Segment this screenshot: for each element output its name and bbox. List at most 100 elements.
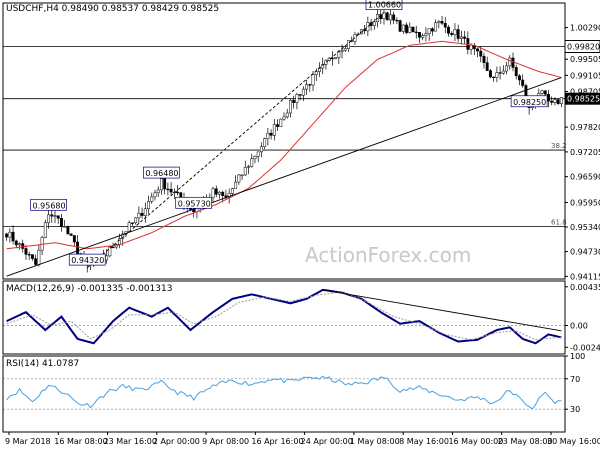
macd-tick-label: 0.00 bbox=[570, 322, 588, 331]
candle-body bbox=[553, 99, 557, 103]
candle-body bbox=[492, 76, 496, 79]
candle-body bbox=[305, 84, 309, 90]
price-tick-label: 0.98705 bbox=[570, 87, 600, 96]
candle-body bbox=[401, 24, 405, 32]
candle-body bbox=[347, 40, 350, 49]
sma-line bbox=[6, 40, 562, 250]
candle-body bbox=[495, 72, 499, 78]
candle-body bbox=[543, 90, 547, 95]
candle-body bbox=[176, 191, 180, 194]
x-tick-label: 9 Mar 2018 bbox=[5, 437, 51, 446]
price-tick-label: 0.96590 bbox=[570, 173, 600, 182]
rsi-line bbox=[6, 375, 562, 410]
candle-body bbox=[488, 70, 492, 78]
macd-tick-label: -0.002448 bbox=[570, 343, 600, 352]
candle-body bbox=[421, 35, 425, 38]
price-annotation-box bbox=[510, 95, 548, 108]
candle-body bbox=[366, 22, 370, 32]
candle-body bbox=[59, 218, 63, 227]
price-annotation-box bbox=[175, 196, 213, 209]
candle-body bbox=[24, 248, 28, 255]
candle-body bbox=[398, 20, 402, 32]
candle-body bbox=[443, 23, 447, 28]
price-tick-label: 0.99505 bbox=[570, 55, 600, 64]
candle-body bbox=[498, 72, 502, 74]
price-annotation-box bbox=[30, 198, 67, 211]
candle-body bbox=[243, 166, 247, 176]
x-tick-label: 23 Mar 16:00 bbox=[104, 437, 157, 446]
fib-label: 38.2 bbox=[551, 142, 567, 150]
candle-body bbox=[285, 112, 289, 118]
rsi-frame bbox=[2, 355, 566, 433]
x-tick-label: 16 May 00:00 bbox=[448, 437, 503, 446]
candle-body bbox=[427, 28, 431, 35]
candle-body bbox=[418, 32, 421, 38]
candle-body bbox=[250, 158, 254, 167]
rsi-tick-label: 30 bbox=[570, 405, 580, 414]
price-tick-label: 0.94730 bbox=[570, 248, 600, 257]
x-tick-label: 8 May 16:00 bbox=[399, 437, 449, 446]
macd-trendline bbox=[322, 289, 562, 332]
candle-body bbox=[11, 231, 15, 242]
x-tick-label: 16 Mar 08:00 bbox=[54, 437, 107, 446]
candle-body bbox=[324, 60, 328, 65]
candle-body bbox=[163, 178, 167, 190]
price-frame bbox=[2, 2, 566, 280]
fib-label: 61.8 bbox=[551, 219, 567, 227]
candle-body bbox=[301, 88, 305, 96]
price-header: USDCHF,H4 0.98490 0.98537 0.98429 0.9852… bbox=[6, 4, 219, 14]
candle-body bbox=[430, 28, 434, 32]
price-annotation-label: 0.98250 bbox=[513, 98, 546, 107]
candle-body bbox=[247, 166, 250, 168]
price-tick-label: 0.94115 bbox=[570, 272, 600, 281]
candle-body bbox=[153, 192, 157, 198]
candle-body bbox=[121, 233, 125, 239]
candle-body bbox=[282, 116, 286, 120]
candle-body bbox=[508, 57, 512, 67]
candle-body bbox=[298, 94, 302, 96]
candle-body bbox=[263, 138, 267, 147]
candle-body bbox=[147, 201, 150, 210]
candle-body bbox=[159, 178, 163, 191]
candle-body bbox=[43, 222, 47, 238]
candle-body bbox=[14, 240, 18, 246]
candle-body bbox=[47, 214, 50, 224]
candle-body bbox=[405, 24, 409, 33]
candle-body bbox=[66, 226, 70, 235]
x-tick-label: 24 Apr 00:00 bbox=[301, 437, 353, 446]
candle-body bbox=[485, 62, 489, 71]
candle-body bbox=[221, 191, 225, 196]
price-annotation-label: 1.00660 bbox=[368, 1, 401, 10]
candle-body bbox=[521, 79, 525, 86]
x-tick-label: 1 May 08:00 bbox=[350, 437, 400, 446]
candle-body bbox=[343, 48, 347, 51]
candle-body bbox=[395, 19, 399, 22]
candle-body bbox=[150, 196, 154, 202]
candle-body bbox=[111, 246, 115, 249]
macd-frame bbox=[2, 280, 566, 355]
candle-body bbox=[156, 189, 160, 194]
macd-header: MACD(12,26,9) -0.001335 -0.001313 bbox=[6, 284, 172, 294]
candle-body bbox=[414, 31, 418, 34]
candle-body bbox=[8, 231, 12, 238]
x-tick-label: 16 Apr 16:00 bbox=[251, 437, 303, 446]
price-annotation-label: 0.94320 bbox=[71, 256, 104, 265]
candle-body bbox=[518, 75, 521, 81]
candle-body bbox=[63, 226, 67, 228]
candle-body bbox=[218, 191, 221, 195]
candle-body bbox=[56, 215, 60, 219]
candle-body bbox=[450, 33, 454, 35]
candle-body bbox=[227, 193, 231, 198]
candle-body bbox=[269, 132, 273, 136]
candle-body bbox=[137, 212, 141, 219]
candle-body bbox=[385, 12, 389, 21]
candle-body bbox=[321, 64, 325, 69]
candle-body bbox=[505, 65, 509, 72]
price-panel: 1.002900.999050.995050.991050.987050.978… bbox=[3, 0, 600, 281]
candle-body bbox=[437, 21, 441, 24]
candle-body bbox=[295, 94, 299, 103]
candle-body bbox=[237, 174, 241, 183]
price-annotation-label: 0.96480 bbox=[145, 169, 178, 178]
candle-body bbox=[50, 214, 54, 217]
